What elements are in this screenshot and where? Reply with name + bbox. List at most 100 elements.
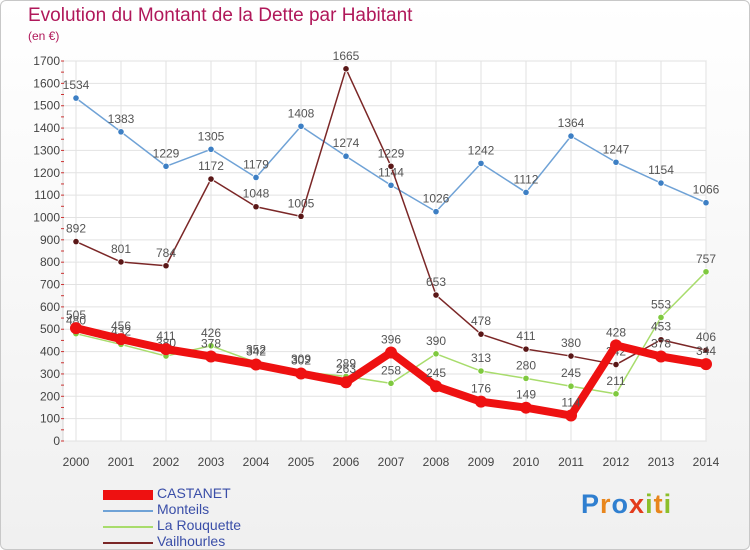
legend-swatch-castanet <box>103 490 153 500</box>
data-label-monteils: 1242 <box>468 143 495 157</box>
data-label-la-rouquette: 309 <box>291 352 311 366</box>
data-point-castanet <box>205 350 217 363</box>
data-point-la-rouquette <box>432 350 440 358</box>
data-label-la-rouquette: 313 <box>471 351 491 365</box>
x-tick-label: 2010 <box>513 455 540 469</box>
data-point-monteils <box>657 179 665 187</box>
data-label-vailhourles: 1048 <box>243 187 270 201</box>
data-label-castanet: 149 <box>516 388 536 402</box>
data-point-vailhourles <box>72 238 80 246</box>
y-tick-label: 900 <box>40 233 60 247</box>
data-point-monteils <box>387 181 395 189</box>
data-label-la-rouquette: 258 <box>381 363 401 377</box>
data-label-vailhourles: 801 <box>111 242 131 256</box>
data-label-la-rouquette: 280 <box>516 358 536 372</box>
data-point-la-rouquette <box>477 367 485 375</box>
data-point-monteils <box>567 132 575 140</box>
legend-label-la-rouquette: La Rouquette <box>157 517 242 533</box>
data-label-vailhourles: 1005 <box>288 196 315 210</box>
legend-swatch-vailhourles <box>103 542 153 544</box>
data-point-castanet <box>610 339 622 352</box>
data-label-castanet: 378 <box>201 337 221 351</box>
data-label-monteils: 1179 <box>243 157 269 171</box>
data-label-monteils: 1364 <box>558 116 585 130</box>
data-label-castanet: 176 <box>471 382 491 396</box>
y-tick-label: 1600 <box>33 76 60 90</box>
y-tick-label: 100 <box>40 412 60 426</box>
data-point-vailhourles <box>702 346 710 354</box>
data-label-monteils: 1247 <box>603 142 630 156</box>
y-tick-label: 1700 <box>33 54 60 68</box>
data-label-vailhourles: 453 <box>651 320 671 334</box>
data-point-castanet <box>295 367 307 380</box>
y-tick-label: 300 <box>40 367 60 381</box>
data-label-monteils: 1534 <box>63 78 90 92</box>
data-label-monteils: 1305 <box>198 129 225 143</box>
data-label-vailhourles: 1665 <box>333 49 360 63</box>
data-label-vailhourles: 1229 <box>378 146 405 160</box>
data-point-la-rouquette <box>387 379 395 387</box>
data-point-castanet <box>655 350 667 363</box>
data-point-monteils <box>432 208 440 216</box>
data-point-vailhourles <box>297 212 305 220</box>
data-point-monteils <box>162 162 170 170</box>
x-tick-label: 2003 <box>198 455 225 469</box>
data-point-castanet <box>430 380 442 393</box>
data-point-vailhourles <box>567 352 575 360</box>
data-point-vailhourles <box>522 345 530 353</box>
data-point-vailhourles <box>477 330 485 338</box>
data-label-la-rouquette: 211 <box>606 374 625 388</box>
data-point-monteils <box>252 173 260 182</box>
data-label-monteils: 1154 <box>648 163 674 177</box>
y-tick-label: 1400 <box>33 121 60 135</box>
data-label-castanet: 456 <box>111 319 131 333</box>
x-tick-label: 2008 <box>423 455 450 469</box>
y-tick-label: 500 <box>40 322 60 336</box>
data-label-monteils: 1229 <box>153 146 180 160</box>
data-point-castanet <box>70 322 82 335</box>
data-label-castanet: 114 <box>561 396 580 410</box>
x-tick-label: 2009 <box>468 455 495 469</box>
data-point-vailhourles <box>162 262 170 270</box>
y-tick-label: 1200 <box>33 166 60 180</box>
data-label-la-rouquette: 426 <box>201 326 221 340</box>
data-label-la-rouquette: 352 <box>246 342 266 356</box>
data-label-la-rouquette: 289 <box>336 356 356 370</box>
y-tick-label: 1000 <box>33 210 60 224</box>
data-point-la-rouquette <box>207 342 215 350</box>
data-label-castanet: 302 <box>291 353 311 367</box>
y-tick-label: 800 <box>40 255 60 269</box>
data-point-castanet <box>250 358 262 371</box>
data-label-la-rouquette: 390 <box>426 334 446 348</box>
y-tick-label: 0 <box>53 434 60 448</box>
data-point-la-rouquette <box>702 268 710 276</box>
data-point-vailhourles <box>117 258 125 266</box>
data-label-la-rouquette: 757 <box>696 252 716 266</box>
legend-label-monteils: Monteils <box>157 501 210 517</box>
y-tick-label: 1100 <box>34 188 60 202</box>
data-point-la-rouquette <box>612 390 620 398</box>
data-point-castanet <box>115 333 127 346</box>
data-point-castanet <box>565 409 577 422</box>
legend-swatch-monteils <box>103 510 153 512</box>
data-label-castanet: 428 <box>606 325 626 339</box>
x-tick-label: 2006 <box>333 455 360 469</box>
data-point-castanet <box>340 376 352 389</box>
data-label-monteils: 1026 <box>423 192 450 206</box>
data-label-vailhourles: 892 <box>66 222 86 236</box>
data-label-vailhourles: 380 <box>561 336 581 350</box>
data-label-castanet: 344 <box>696 344 716 358</box>
data-point-monteils <box>612 158 620 166</box>
x-tick-label: 2002 <box>153 455 180 469</box>
data-point-monteils <box>702 199 710 207</box>
x-tick-label: 2005 <box>288 455 315 469</box>
data-label-vailhourles: 478 <box>471 314 491 328</box>
proxiti-logo: Proxiti <box>581 489 673 519</box>
legend-label-castanet: CASTANET <box>157 485 231 501</box>
data-label-castanet: 378 <box>651 337 671 351</box>
data-label-monteils: 1112 <box>514 172 539 186</box>
data-label-castanet: 505 <box>66 308 86 322</box>
data-point-castanet <box>520 401 532 414</box>
data-point-monteils <box>522 188 530 197</box>
